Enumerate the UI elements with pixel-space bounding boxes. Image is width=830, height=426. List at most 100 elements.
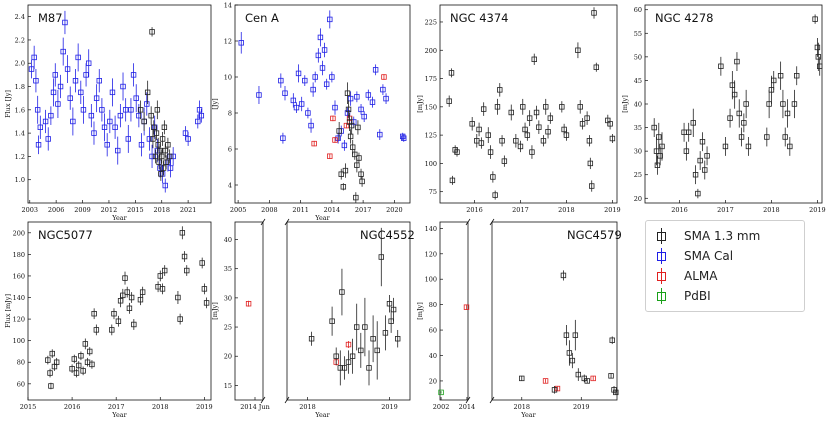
data-point bbox=[278, 77, 284, 84]
data-point bbox=[159, 136, 166, 142]
data-point bbox=[57, 83, 64, 90]
data-point bbox=[157, 147, 163, 154]
data-point bbox=[150, 136, 156, 142]
data-point bbox=[654, 162, 661, 168]
data-point bbox=[80, 107, 87, 113]
data-point bbox=[492, 192, 498, 198]
data-point bbox=[345, 106, 352, 113]
x-tick-label: 2018 bbox=[558, 206, 575, 214]
y-tick-label: 125 bbox=[425, 132, 437, 140]
data-point bbox=[333, 353, 339, 359]
x-axis-label: Year bbox=[111, 214, 127, 222]
data-point bbox=[52, 72, 58, 78]
data-point bbox=[651, 124, 657, 131]
data-point bbox=[112, 124, 118, 130]
data-point bbox=[533, 109, 540, 116]
data-point bbox=[128, 294, 135, 301]
data-point bbox=[348, 122, 355, 129]
data-point bbox=[529, 149, 535, 155]
data-point bbox=[361, 113, 367, 120]
data-point bbox=[245, 301, 252, 307]
y-tick-label: 40 bbox=[634, 101, 642, 109]
data-point bbox=[139, 289, 146, 295]
x-tick-label: 2002 bbox=[433, 403, 450, 411]
data-point bbox=[148, 112, 154, 119]
legend-marker-sma bbox=[654, 228, 670, 244]
y-tick-label: 20 bbox=[429, 377, 437, 385]
axis-break-gap bbox=[263, 220, 287, 402]
data-point bbox=[656, 134, 662, 140]
legend-item-alma: ALMA bbox=[654, 267, 717, 285]
data-point bbox=[345, 341, 352, 348]
data-point bbox=[353, 194, 359, 201]
data-point bbox=[365, 92, 372, 98]
data-point bbox=[531, 56, 537, 63]
x-tick-label: 2020 bbox=[386, 206, 403, 214]
data-point bbox=[330, 115, 336, 122]
y-tick-label: 60 bbox=[429, 327, 437, 335]
x-tick-label: 2018 bbox=[513, 403, 530, 411]
data-point bbox=[542, 378, 549, 384]
data-point bbox=[569, 357, 576, 364]
data-point bbox=[764, 134, 770, 140]
data-point bbox=[154, 107, 161, 113]
data-point bbox=[454, 149, 460, 155]
y-tick-label: 55 bbox=[634, 30, 642, 38]
data-point bbox=[366, 365, 372, 371]
data-point bbox=[47, 370, 53, 376]
x-tick-label: 2016 bbox=[466, 206, 483, 214]
data-point bbox=[170, 153, 176, 160]
legend-label: SMA 1.3 mm bbox=[684, 229, 761, 243]
data-point bbox=[290, 97, 297, 104]
panel-frame bbox=[27, 221, 212, 401]
x-tick-label: 2008 bbox=[261, 206, 278, 214]
x-tick-label: 2017 bbox=[355, 206, 372, 214]
data-point bbox=[584, 378, 590, 384]
x-tick-label: 2018 bbox=[153, 206, 170, 214]
legend-label: PdBI bbox=[684, 289, 711, 303]
data-point bbox=[80, 368, 86, 374]
data-point bbox=[478, 140, 485, 146]
data-point bbox=[336, 128, 342, 134]
data-point bbox=[75, 54, 81, 61]
data-point bbox=[400, 133, 406, 140]
data-point bbox=[195, 118, 201, 125]
data-point bbox=[358, 106, 364, 113]
data-point bbox=[33, 78, 39, 84]
data-point bbox=[179, 230, 186, 236]
x-tick-label: 2014 bbox=[459, 403, 476, 411]
data-point bbox=[449, 177, 456, 184]
y-tick-label: 120 bbox=[425, 250, 437, 258]
data-point bbox=[359, 178, 365, 185]
data-point bbox=[115, 318, 122, 324]
data-point bbox=[579, 121, 586, 127]
data-point bbox=[86, 60, 92, 66]
x-axis-label: Year bbox=[314, 411, 330, 419]
x-axis-label: Year bbox=[314, 214, 330, 222]
data-point bbox=[42, 118, 49, 125]
data-point bbox=[559, 104, 565, 110]
data-point bbox=[50, 89, 57, 96]
data-point bbox=[543, 104, 549, 110]
data-point bbox=[327, 16, 333, 23]
data-point bbox=[540, 138, 547, 144]
data-point bbox=[494, 104, 501, 110]
data-point bbox=[340, 184, 347, 190]
data-point bbox=[312, 74, 318, 80]
panel-title: NGC 4278 bbox=[655, 11, 713, 25]
data-point bbox=[513, 138, 519, 144]
y-axis-label: Flux [Jy] bbox=[4, 90, 12, 118]
panel-frame bbox=[439, 221, 618, 401]
data-point bbox=[137, 296, 144, 303]
x-tick-label: 2011 bbox=[292, 206, 309, 214]
data-point bbox=[122, 107, 129, 113]
y-tick-label: 25 bbox=[224, 324, 232, 332]
data-point bbox=[741, 120, 747, 126]
data-point bbox=[372, 67, 379, 73]
data-point bbox=[480, 106, 487, 112]
data-point bbox=[536, 124, 542, 130]
data-point bbox=[111, 310, 117, 317]
data-point bbox=[256, 92, 262, 98]
data-point bbox=[370, 336, 376, 342]
y-tick-label: 75 bbox=[429, 188, 437, 196]
